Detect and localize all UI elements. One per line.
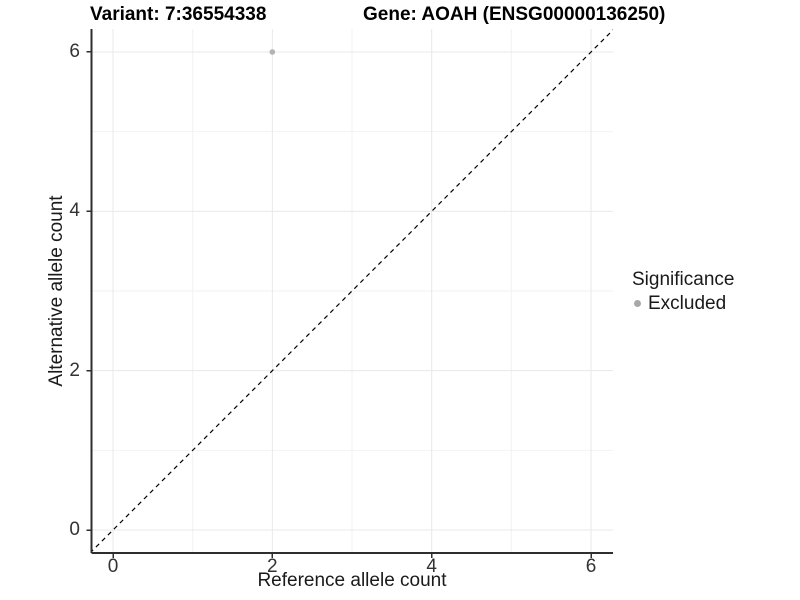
legend-title: Significance (632, 269, 735, 290)
y-tick-label: 4 (69, 200, 80, 222)
y-tick-label: 0 (69, 519, 80, 540)
x-tick-label: 6 (585, 556, 597, 577)
legend: Significance Excluded (632, 268, 734, 315)
legend-entry-excluded: Excluded (632, 292, 734, 315)
x-tick-label: 2 (267, 556, 278, 577)
x-axis-title: Reference allele count (257, 570, 447, 591)
excluded-point-icon (634, 300, 641, 307)
plot-title-variant: Variant: 7:36554338 (90, 4, 267, 25)
y-tick-label: 2 (69, 359, 80, 381)
x-tick-label: 0 (107, 556, 119, 577)
plot-title-gene: Gene: AOAH (ENSG00000136250) (363, 4, 666, 25)
data-point (269, 49, 276, 55)
x-tick-label: 4 (426, 556, 437, 577)
y-axis-title: Alternative allele count (46, 195, 67, 387)
y-tick-label: 6 (69, 40, 80, 62)
legend-entry-label: Excluded (648, 293, 727, 314)
